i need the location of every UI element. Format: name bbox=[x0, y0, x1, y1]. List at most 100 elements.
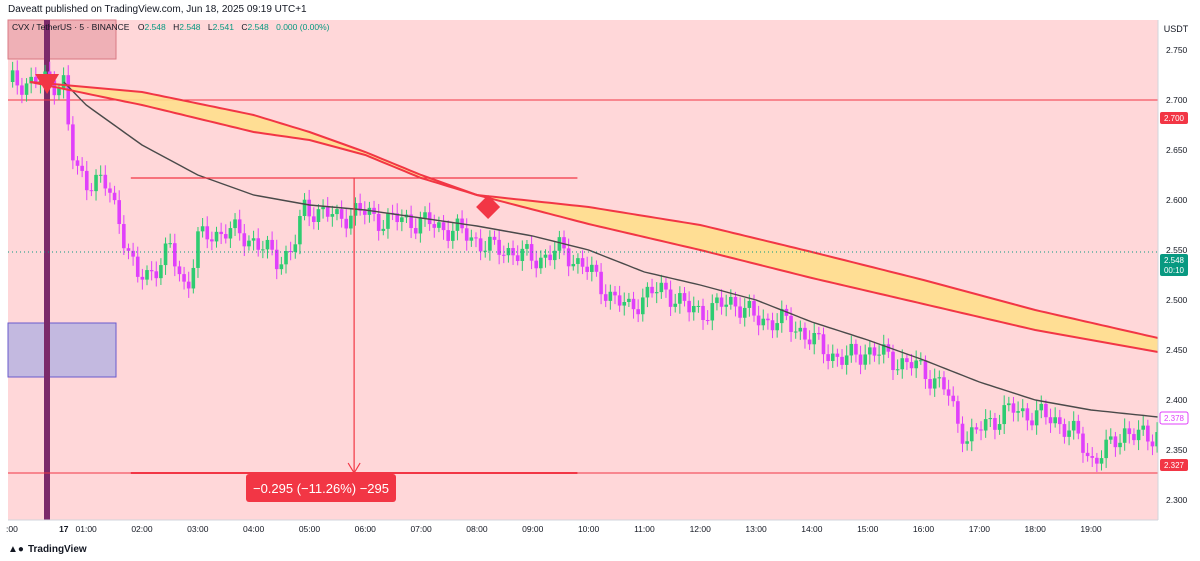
candle-body[interactable] bbox=[1085, 452, 1090, 457]
candle-body[interactable] bbox=[988, 418, 993, 420]
candle-body[interactable] bbox=[108, 188, 112, 193]
candle-body[interactable] bbox=[914, 360, 918, 369]
candle-body[interactable] bbox=[75, 160, 80, 166]
candle-body[interactable] bbox=[140, 276, 145, 280]
candle-body[interactable] bbox=[307, 199, 311, 217]
range-box-top[interactable] bbox=[7, 19, 117, 60]
candle-body[interactable] bbox=[112, 192, 117, 201]
candle-body[interactable] bbox=[1127, 428, 1132, 435]
candle-body[interactable] bbox=[812, 333, 817, 345]
candle-body[interactable] bbox=[24, 83, 29, 95]
candle-body[interactable] bbox=[1044, 403, 1048, 418]
candle-body[interactable] bbox=[1025, 408, 1030, 421]
candle-body[interactable] bbox=[525, 244, 529, 249]
candle-body[interactable] bbox=[636, 309, 640, 315]
candle-body[interactable] bbox=[270, 239, 274, 250]
candle-body[interactable] bbox=[312, 216, 316, 223]
signal-diamond-icon[interactable] bbox=[476, 195, 501, 219]
candle-body[interactable] bbox=[154, 271, 159, 279]
candle-body[interactable] bbox=[237, 219, 242, 234]
candle-body[interactable] bbox=[891, 351, 895, 371]
candle-body[interactable] bbox=[1122, 428, 1127, 443]
candle-body[interactable] bbox=[742, 307, 747, 318]
candle-body[interactable] bbox=[1099, 458, 1104, 464]
candle-body[interactable] bbox=[339, 209, 344, 219]
candle-body[interactable] bbox=[1132, 434, 1136, 441]
candle-body[interactable] bbox=[849, 343, 854, 356]
candle-body[interactable] bbox=[965, 441, 969, 444]
time-axis[interactable] bbox=[8, 520, 1158, 540]
candle-body[interactable] bbox=[756, 315, 761, 326]
candle-body[interactable] bbox=[557, 237, 562, 251]
candle-body[interactable] bbox=[423, 212, 427, 219]
candle-body[interactable] bbox=[1071, 420, 1076, 431]
candle-body[interactable] bbox=[622, 302, 627, 306]
candle-body[interactable] bbox=[793, 331, 798, 333]
candle-body[interactable] bbox=[1090, 456, 1095, 458]
candle-body[interactable] bbox=[261, 249, 265, 251]
candle-body[interactable] bbox=[293, 244, 298, 252]
candle-body[interactable] bbox=[464, 228, 469, 241]
candle-body[interactable] bbox=[956, 401, 960, 424]
candle-body[interactable] bbox=[817, 333, 821, 335]
candle-body[interactable] bbox=[654, 292, 659, 294]
candle-body[interactable] bbox=[1030, 420, 1034, 426]
candle-body[interactable] bbox=[298, 216, 302, 245]
candle-body[interactable] bbox=[905, 358, 909, 363]
candle-body[interactable] bbox=[177, 266, 182, 275]
candle-body[interactable] bbox=[98, 174, 103, 176]
candle-body[interactable] bbox=[492, 236, 497, 240]
candle-body[interactable] bbox=[710, 303, 715, 321]
candle-body[interactable] bbox=[233, 219, 237, 229]
candle-body[interactable] bbox=[640, 297, 645, 315]
candle-body[interactable] bbox=[747, 301, 752, 308]
candle-body[interactable] bbox=[191, 267, 196, 289]
candle-body[interactable] bbox=[321, 207, 325, 210]
candle-body[interactable] bbox=[284, 251, 288, 265]
candle-body[interactable] bbox=[729, 296, 733, 305]
candle-body[interactable] bbox=[29, 76, 33, 84]
candle-body[interactable] bbox=[766, 318, 770, 321]
candle-body[interactable] bbox=[974, 427, 979, 430]
candle-body[interactable] bbox=[599, 271, 603, 295]
candle-body[interactable] bbox=[210, 239, 214, 242]
candle-body[interactable] bbox=[135, 256, 140, 277]
cloud-lower-line[interactable] bbox=[30, 81, 1159, 339]
candle-body[interactable] bbox=[821, 334, 826, 355]
candle-body[interactable] bbox=[71, 124, 75, 161]
candle-body[interactable] bbox=[798, 327, 803, 332]
candle-body[interactable] bbox=[488, 236, 492, 251]
candle-body[interactable] bbox=[738, 306, 742, 318]
candle-body[interactable] bbox=[979, 429, 983, 431]
candle-body[interactable] bbox=[302, 199, 307, 217]
candle-body[interactable] bbox=[20, 85, 24, 95]
candle-body[interactable] bbox=[696, 305, 701, 307]
candle-body[interactable] bbox=[585, 266, 589, 272]
candle-body[interactable] bbox=[775, 323, 779, 331]
candle-body[interactable] bbox=[668, 289, 673, 307]
candle-body[interactable] bbox=[57, 88, 61, 96]
candle-body[interactable] bbox=[571, 263, 576, 267]
candle-body[interactable] bbox=[163, 243, 168, 266]
candle-body[interactable] bbox=[219, 231, 223, 235]
candle-body[interactable] bbox=[534, 260, 539, 269]
candle-body[interactable] bbox=[228, 228, 233, 239]
candle-body[interactable] bbox=[200, 226, 205, 232]
candle-body[interactable] bbox=[687, 300, 691, 313]
candle-body[interactable] bbox=[501, 254, 506, 256]
range-box-bottom[interactable] bbox=[7, 322, 117, 378]
candle-body[interactable] bbox=[117, 200, 122, 225]
candle-body[interactable] bbox=[358, 203, 362, 211]
candle-body[interactable] bbox=[1146, 425, 1150, 442]
candle-body[interactable] bbox=[872, 347, 877, 356]
candle-body[interactable] bbox=[381, 228, 386, 231]
candle-body[interactable] bbox=[196, 231, 200, 268]
candle-body[interactable] bbox=[223, 234, 228, 239]
candle-body[interactable] bbox=[539, 257, 543, 269]
candle-body[interactable] bbox=[877, 354, 881, 356]
candle-body[interactable] bbox=[826, 354, 830, 362]
candle-body[interactable] bbox=[761, 318, 766, 326]
candle-body[interactable] bbox=[691, 305, 696, 313]
candle-body[interactable] bbox=[868, 347, 872, 355]
candle-body[interactable] bbox=[779, 308, 784, 324]
